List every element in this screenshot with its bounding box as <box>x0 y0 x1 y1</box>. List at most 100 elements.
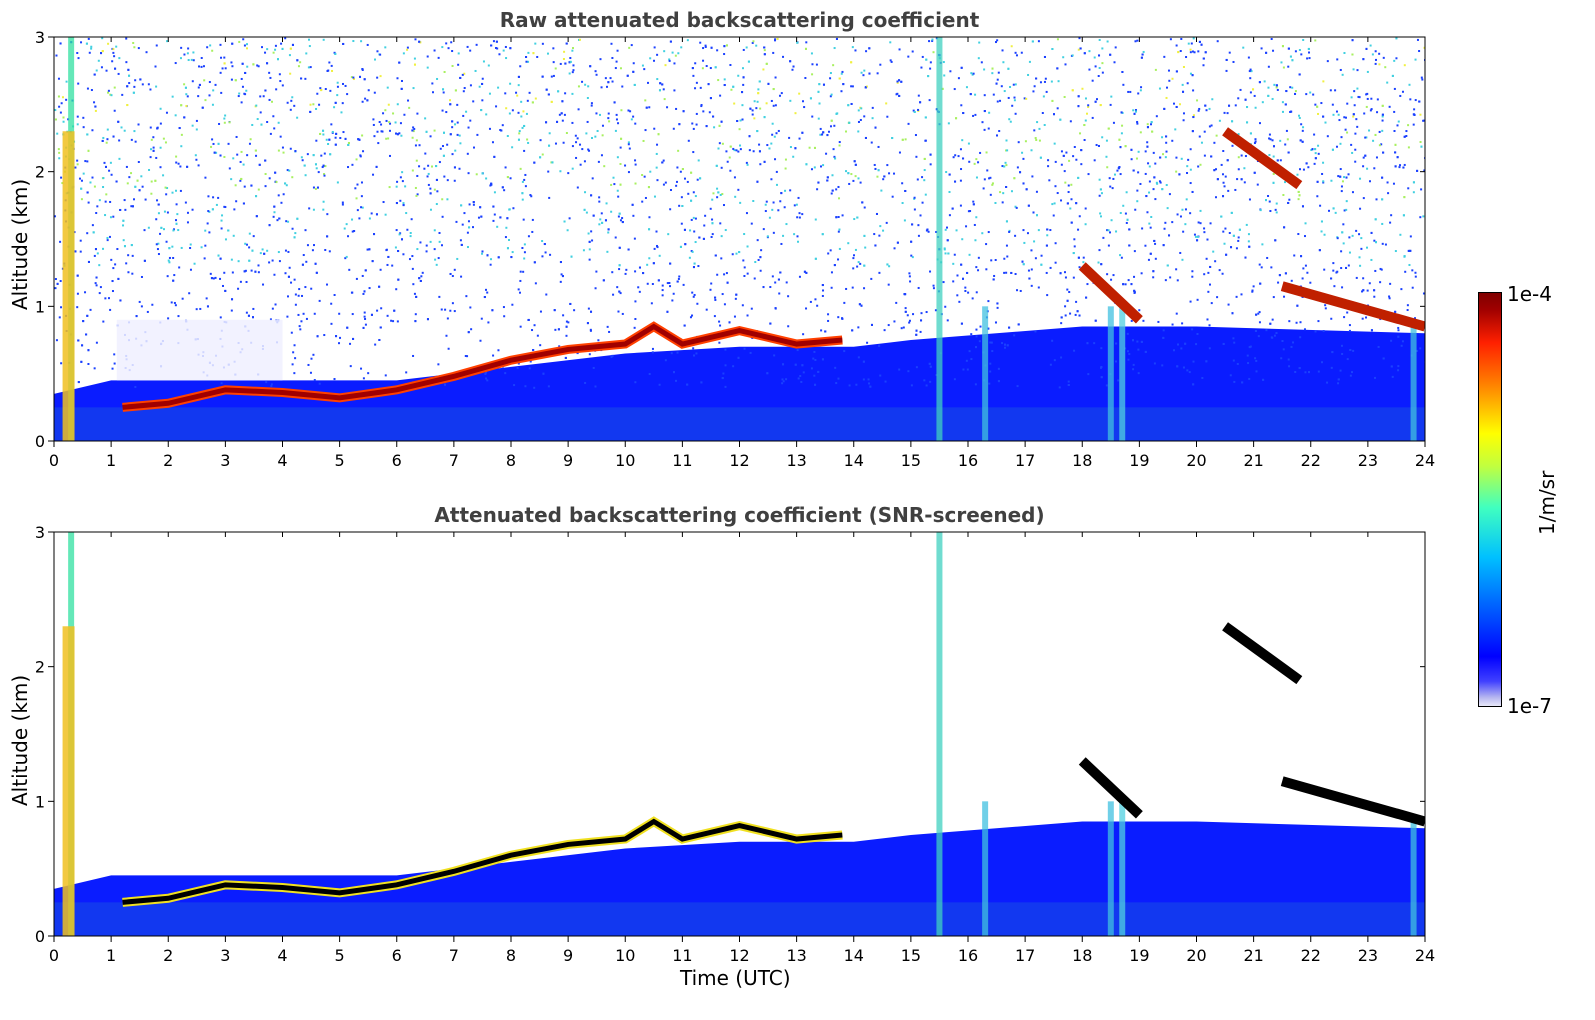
noise-pixel <box>1056 38 1059 41</box>
noise-pixel <box>975 158 978 161</box>
noise-pixel <box>738 251 741 254</box>
noise-pixel <box>773 354 776 357</box>
noise-pixel <box>376 309 379 312</box>
noise-pixel <box>1184 208 1187 211</box>
noise-pixel <box>384 46 387 49</box>
noise-pixel <box>240 150 243 153</box>
noise-pixel <box>128 74 131 77</box>
noise-pixel <box>1132 339 1135 342</box>
noise-pixel <box>796 41 799 44</box>
noise-pixel <box>493 155 496 158</box>
noise-pixel <box>738 128 741 131</box>
noise-pixel <box>463 212 466 215</box>
noise-pixel <box>516 366 519 369</box>
noise-pixel <box>1366 70 1369 73</box>
noise-pixel <box>756 180 759 183</box>
noise-pixel <box>212 277 215 280</box>
noise-pixel <box>1254 357 1257 360</box>
noise-pixel <box>835 112 838 115</box>
noise-pixel <box>1063 170 1066 173</box>
noise-pixel <box>758 143 761 146</box>
noise-pixel <box>1102 236 1105 239</box>
noise-pixel <box>490 182 493 185</box>
noise-pixel <box>1386 181 1389 184</box>
noise-pixel <box>368 248 371 251</box>
noise-pixel <box>1164 221 1167 224</box>
noise-pixel <box>122 224 125 227</box>
noise-pixel <box>702 47 705 50</box>
noise-pixel <box>709 67 712 70</box>
noise-pixel <box>886 164 889 167</box>
noise-pixel <box>789 146 792 149</box>
noise-pixel <box>1198 135 1201 138</box>
noise-pixel <box>863 206 866 209</box>
noise-pixel <box>122 239 125 242</box>
noise-pixel <box>1236 362 1239 365</box>
noise-pixel <box>503 189 506 192</box>
noise-pixel <box>245 89 248 92</box>
noise-pixel <box>206 305 209 308</box>
noise-pixel <box>1248 377 1251 380</box>
noise-pixel <box>1097 261 1100 264</box>
noise-pixel <box>492 40 495 43</box>
noise-pixel <box>856 216 859 219</box>
noise-pixel <box>1141 227 1144 230</box>
noise-pixel <box>396 320 399 323</box>
noise-pixel <box>677 277 680 280</box>
noise-pixel <box>1205 257 1208 260</box>
noise-pixel <box>270 385 273 388</box>
noise-pixel <box>1370 97 1373 100</box>
noise-pixel <box>968 160 971 163</box>
noise-pixel <box>268 224 271 227</box>
noise-pixel <box>779 200 782 203</box>
noise-pixel <box>1222 181 1225 184</box>
noise-pixel <box>627 171 630 174</box>
noise-pixel <box>131 254 134 257</box>
noise-pixel <box>765 62 768 65</box>
noise-pixel <box>286 295 289 298</box>
noise-pixel <box>107 42 110 45</box>
noise-pixel <box>296 217 299 220</box>
noise-pixel <box>1158 180 1161 183</box>
noise-pixel <box>1284 143 1287 146</box>
noise-pixel <box>1036 121 1039 124</box>
noise-pixel <box>898 79 901 82</box>
noise-pixel <box>345 223 348 226</box>
noise-pixel <box>591 177 594 180</box>
noise-pixel <box>929 61 932 64</box>
noise-pixel <box>399 232 402 235</box>
noise-pixel <box>1416 38 1419 41</box>
noise-pixel <box>1249 91 1252 94</box>
noise-pixel <box>699 177 702 180</box>
noise-pixel <box>1022 182 1025 185</box>
noise-pixel <box>1172 349 1175 352</box>
noise-pixel <box>1253 142 1256 145</box>
noise-pixel <box>441 198 444 201</box>
noise-pixel <box>265 381 268 384</box>
noise-pixel <box>804 77 807 80</box>
noise-pixel <box>948 173 951 176</box>
noise-pixel <box>1331 351 1334 354</box>
noise-pixel <box>274 48 277 51</box>
noise-pixel <box>1000 85 1003 88</box>
noise-pixel <box>189 247 192 250</box>
noise-pixel <box>1195 343 1198 346</box>
noise-pixel <box>164 186 167 189</box>
x-tick-label: 13 <box>786 451 806 470</box>
noise-pixel <box>683 177 686 180</box>
noise-pixel <box>1288 198 1291 201</box>
noise-pixel <box>506 217 509 220</box>
noise-pixel <box>1373 239 1376 242</box>
noise-pixel <box>643 68 646 71</box>
noise-pixel <box>717 191 720 194</box>
noise-pixel <box>1064 305 1067 308</box>
noise-pixel <box>788 136 791 139</box>
noise-pixel <box>154 65 157 68</box>
noise-pixel <box>232 157 235 160</box>
noise-pixel <box>697 265 700 268</box>
noise-pixel <box>341 201 344 204</box>
noise-pixel <box>912 313 915 316</box>
noise-pixel <box>314 187 317 190</box>
y-tick-label: 3 <box>35 28 45 47</box>
noise-pixel <box>638 290 641 293</box>
